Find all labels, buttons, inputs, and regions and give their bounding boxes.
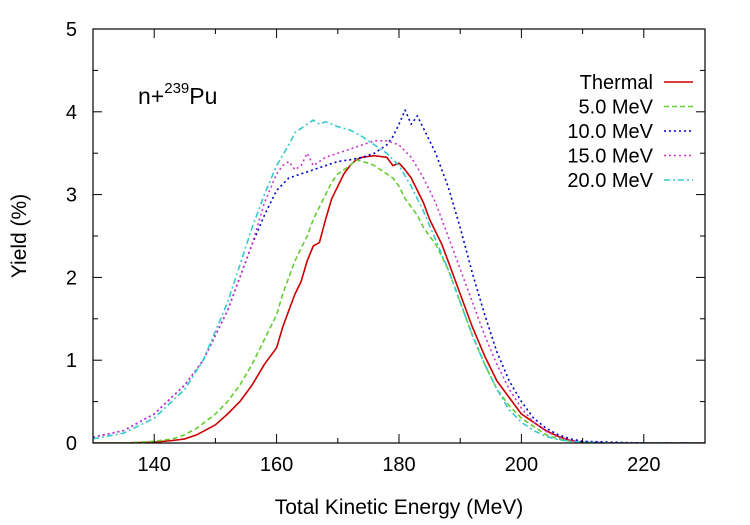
- x-tick-label: 180: [382, 454, 415, 476]
- series-line-5: [93, 119, 705, 443]
- y-tick-label: 3: [66, 185, 77, 207]
- x-tick-label: 220: [627, 454, 660, 476]
- y-tick-label: 4: [66, 102, 77, 124]
- legend-label-4: 15.0 MeV: [567, 146, 653, 168]
- x-axis-label: Total Kinetic Energy (MeV): [275, 496, 524, 519]
- series-line-2: [93, 159, 705, 443]
- y-axis-label: Yield (%): [8, 194, 31, 278]
- y-tick-label: 5: [66, 19, 77, 41]
- series-line-1: [93, 154, 705, 443]
- annotation-superscript: 239: [164, 80, 189, 97]
- annotation-prefix: n+: [138, 83, 164, 109]
- y-tick-label: 2: [66, 267, 77, 289]
- series-line-4: [93, 140, 705, 443]
- reaction-annotation: n+239Pu: [138, 80, 217, 109]
- annotation-element: Pu: [189, 83, 217, 109]
- x-tick-label: 140: [138, 454, 171, 476]
- series-layer: [93, 109, 705, 443]
- y-tick-label: 0: [66, 433, 77, 455]
- legend-label-5: 20.0 MeV: [567, 170, 653, 192]
- legend-label-2: 5.0 MeV: [579, 97, 654, 119]
- ticks-layer: 140 160 180 200 220 0 1 2 3 4 5: [66, 19, 706, 476]
- x-tick-label: 160: [260, 454, 293, 476]
- legend-label-1: Thermal: [580, 72, 653, 94]
- x-tick-label: 200: [505, 454, 538, 476]
- y-tick-label: 1: [66, 350, 77, 372]
- legend-label-3: 10.0 MeV: [567, 121, 653, 143]
